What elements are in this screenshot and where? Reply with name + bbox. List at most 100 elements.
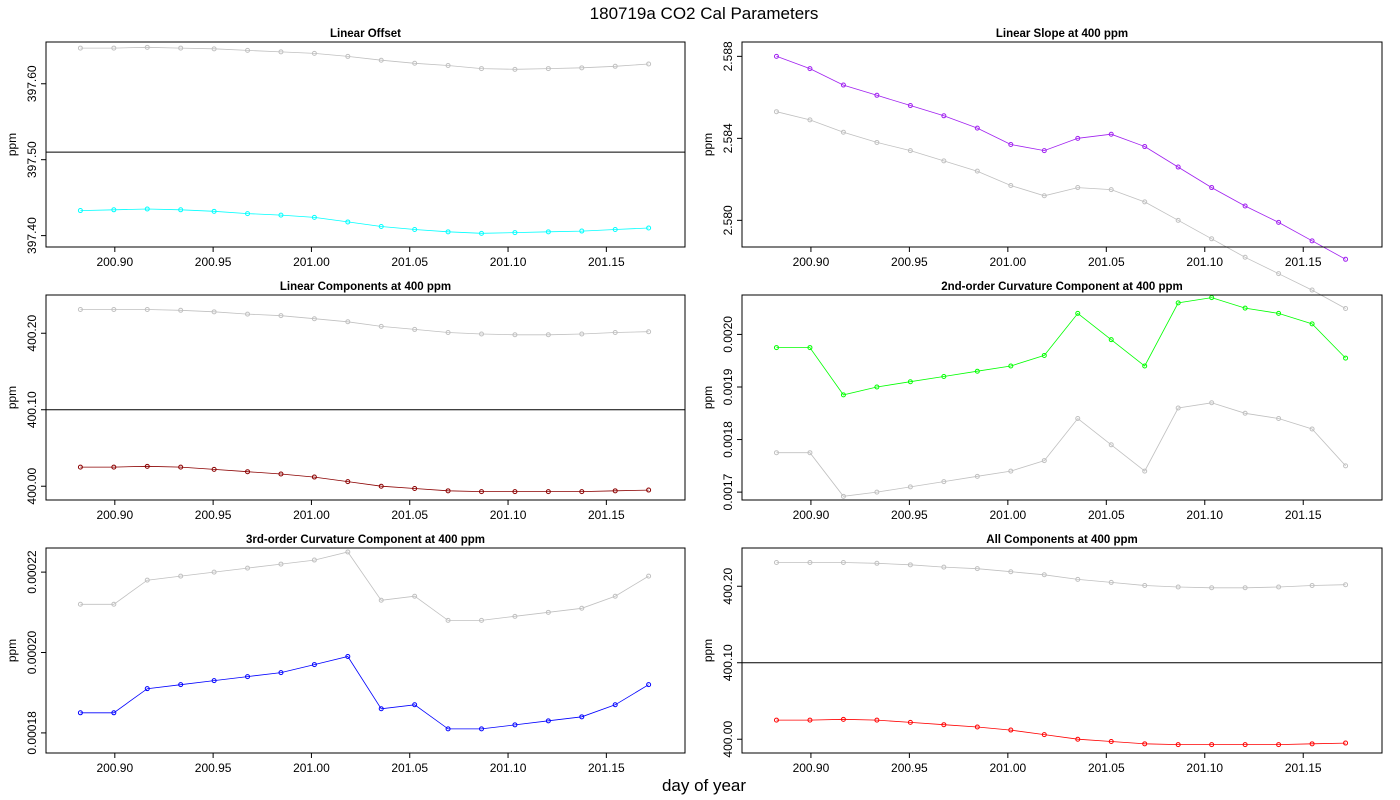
- data-series-point: [1175, 742, 1181, 748]
- grey-series-point: [840, 560, 846, 566]
- grey-series-point: [111, 307, 117, 313]
- grey-series-line: [80, 46, 649, 70]
- panel-title: Linear Offset: [330, 28, 401, 40]
- data-series-point: [311, 474, 317, 480]
- data-series-point: [479, 489, 485, 495]
- y-tick-label: 0.00020: [25, 631, 39, 675]
- data-series-point: [874, 92, 880, 98]
- grey-series-point: [311, 557, 317, 563]
- data-series-point: [479, 230, 485, 236]
- grey-series-point: [178, 307, 184, 313]
- data-series-point: [1142, 363, 1148, 369]
- data-series-point: [77, 464, 83, 470]
- x-tick-label: 201.05: [1088, 255, 1125, 269]
- grey-series-point: [144, 307, 150, 313]
- grey-series-point: [178, 45, 184, 51]
- y-tick-label: 400.20: [721, 568, 735, 605]
- grey-series-point: [1108, 579, 1114, 585]
- data-series-point: [1276, 742, 1282, 748]
- grey-series-point: [245, 311, 251, 317]
- grey-series-line: [776, 402, 1346, 497]
- data-series-point: [77, 710, 83, 716]
- chart-panel: 2nd-order Curvature Component at 400 ppm…: [701, 281, 1383, 522]
- data-series-point: [874, 717, 880, 723]
- y-axis-label: ppm: [701, 386, 715, 409]
- data-series-point: [974, 368, 980, 374]
- data-series-point: [512, 722, 518, 728]
- plot-frame: [741, 547, 1383, 754]
- grey-series-point: [1041, 572, 1047, 578]
- y-axis-label: ppm: [5, 386, 19, 409]
- y-tick-label: 400.10: [25, 391, 39, 428]
- x-tick-label: 200.90: [96, 761, 133, 775]
- grey-series-point: [479, 66, 485, 72]
- x-tick-label: 201.15: [1285, 255, 1322, 269]
- data-series-point: [512, 489, 518, 495]
- data-series-point: [479, 726, 485, 732]
- grey-series-point: [1008, 468, 1014, 474]
- data-series-point: [545, 489, 551, 495]
- grey-series-point: [211, 569, 217, 575]
- data-series-point: [840, 716, 846, 722]
- grey-series-point: [111, 45, 117, 51]
- data-series-point: [1276, 219, 1282, 225]
- data-series-point: [77, 208, 83, 214]
- x-tick-label: 201.05: [1088, 508, 1125, 522]
- data-series-point: [646, 682, 652, 688]
- plot-frame: [741, 41, 1383, 248]
- grey-series-point: [840, 493, 846, 499]
- grey-series-point: [345, 53, 351, 59]
- grey-series-point: [412, 326, 418, 332]
- grey-series-point: [178, 573, 184, 579]
- data-series-point: [579, 489, 585, 495]
- data-series-point: [445, 229, 451, 235]
- grey-series-point: [579, 605, 585, 611]
- grey-series-point: [807, 450, 813, 456]
- data-series-point: [807, 717, 813, 723]
- y-tick-label: 0.00018: [25, 711, 39, 755]
- data-series-point: [378, 483, 384, 489]
- grey-series-point: [646, 329, 652, 335]
- y-tick-label: 0.0019: [721, 368, 735, 405]
- data-series-point: [1276, 310, 1282, 316]
- grey-series-point: [612, 329, 618, 335]
- y-tick-label: 400.00: [25, 468, 39, 505]
- data-series-point: [512, 230, 518, 236]
- grey-series-point: [773, 560, 779, 566]
- data-series-point: [1242, 305, 1248, 311]
- data-series-point: [907, 379, 913, 385]
- grey-series-point: [77, 601, 83, 607]
- data-series-point: [1175, 164, 1181, 170]
- x-tick-label: 201.15: [1285, 508, 1322, 522]
- data-series-point: [1142, 741, 1148, 747]
- data-series-point: [612, 488, 618, 494]
- grey-series-point: [1075, 576, 1081, 582]
- y-axis-label: ppm: [701, 639, 715, 662]
- grey-series-point: [512, 66, 518, 72]
- grey-series-line: [80, 309, 649, 336]
- grey-series-point: [1041, 458, 1047, 464]
- panel-title: 2nd-order Curvature Component at 400 ppm: [941, 281, 1183, 293]
- grey-series-point: [1209, 400, 1215, 406]
- grey-series-point: [445, 617, 451, 623]
- data-series-line: [776, 55, 1346, 260]
- x-tick-label: 201.00: [293, 761, 330, 775]
- data-series-point: [1041, 352, 1047, 358]
- data-series-point: [311, 214, 317, 220]
- data-series-point: [445, 726, 451, 732]
- grey-series-point: [445, 63, 451, 69]
- panel-title: Linear Components at 400 ppm: [280, 281, 451, 293]
- data-series-point: [178, 207, 184, 213]
- y-tick-label: 397.60: [25, 65, 39, 102]
- grey-series-point: [1242, 410, 1248, 416]
- data-series-point: [211, 208, 217, 214]
- data-series-point: [579, 714, 585, 720]
- data-series-point: [1175, 300, 1181, 306]
- grey-series-point: [512, 332, 518, 338]
- data-series-point: [311, 662, 317, 668]
- grey-series-point: [311, 50, 317, 56]
- grey-series-point: [840, 129, 846, 135]
- grey-series-point: [646, 61, 652, 67]
- data-series-point: [1008, 727, 1014, 733]
- data-series-line: [80, 465, 649, 493]
